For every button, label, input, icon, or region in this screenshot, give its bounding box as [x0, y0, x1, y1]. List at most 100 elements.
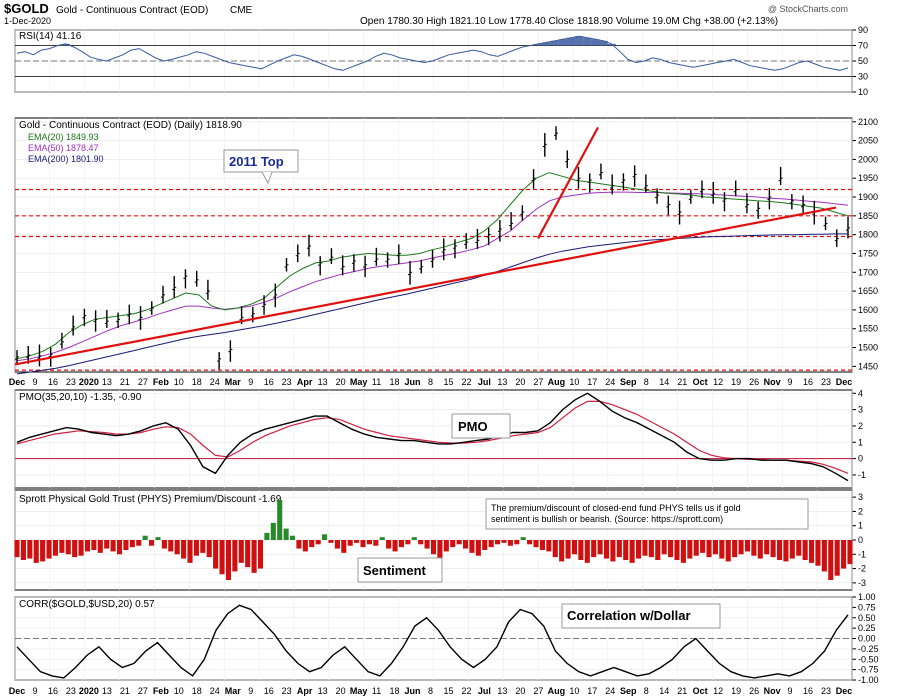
x-axis-label-bottom: 8 — [428, 686, 433, 696]
y-tick-label: 2 — [858, 421, 863, 431]
y-tick-label: -0.50 — [858, 654, 879, 664]
x-axis-label: Mar — [225, 377, 242, 387]
y-tick-label: -1 — [858, 470, 866, 480]
top-label-box — [223, 149, 299, 173]
x-axis-label: 23 — [821, 377, 831, 387]
sentiment-bar — [398, 540, 405, 548]
x-axis-label: 27 — [533, 377, 543, 387]
x-axis-label-bottom: 18 — [192, 686, 202, 696]
y-tick-label: 4 — [858, 388, 863, 398]
x-axis-label-bottom: 23 — [821, 686, 831, 696]
y-tick-label: -1 — [858, 549, 866, 559]
x-axis-label-bottom: 27 — [138, 686, 148, 696]
sentiment-bar — [238, 540, 244, 563]
x-axis-label-bottom: 13 — [497, 686, 507, 696]
x-axis-label: 16 — [264, 377, 274, 387]
x-axis-label: 20 — [336, 377, 346, 387]
sentiment-note-box — [485, 498, 809, 530]
x-axis-label-bottom: 9 — [248, 686, 253, 696]
sentiment-bar — [828, 540, 834, 580]
y-tick-label: 2 — [858, 506, 863, 516]
y-tick-label: 0.75 — [858, 602, 876, 612]
x-axis-label: 18 — [390, 377, 400, 387]
sentiment-bar — [501, 540, 507, 543]
sentiment-bar — [693, 540, 699, 556]
x-axis-label: 20 — [515, 377, 525, 387]
sentiment-bar — [533, 540, 539, 548]
sentiment-bar — [712, 540, 718, 555]
sentiment-bar — [700, 540, 706, 553]
x-axis-label-bottom: 22 — [461, 686, 471, 696]
sentiment-bar — [277, 500, 283, 540]
top-label-pointer — [261, 171, 273, 185]
x-axis-label-bottom: Dec — [836, 686, 853, 696]
sentiment-bar — [283, 528, 289, 540]
sentiment-bar — [116, 540, 123, 555]
y-tick-label: 0.25 — [858, 623, 876, 633]
sentiment-bar — [257, 540, 264, 569]
sentiment-bar — [78, 540, 84, 556]
sentiment-bar — [354, 540, 360, 543]
rsi-overbought-fill — [566, 37, 576, 46]
rsi-overbought-fill — [61, 43, 70, 46]
sentiment-bar — [623, 540, 629, 560]
sentiment-bar — [603, 540, 610, 559]
legend-ema20: EMA(20) 1849.93 — [28, 132, 99, 142]
sentiment-label: Sentiment — [363, 563, 427, 578]
price-title: Gold - Continuous Contract (EOD) (Daily)… — [19, 120, 242, 131]
sentiment-bar — [289, 535, 296, 540]
sentiment-bar — [52, 540, 59, 556]
sentiment-bar — [841, 540, 847, 569]
sentiment-bar — [610, 540, 616, 562]
y-tick-label: 2100 — [858, 117, 878, 127]
symbol-label: $GOLD — [4, 1, 49, 16]
sentiment-bar — [719, 540, 725, 559]
x-axis-label-bottom: May — [350, 686, 368, 696]
sentiment-bar — [462, 540, 469, 549]
x-axis-label: Jul — [478, 377, 491, 387]
sentiment-bar — [328, 540, 334, 543]
x-axis-label: 23 — [66, 377, 76, 387]
sentiment-bar — [411, 537, 417, 540]
y-tick-label: 70 — [858, 41, 868, 51]
sentiment-bar — [270, 522, 276, 540]
x-axis-label: 8 — [428, 377, 433, 387]
sentiment-bar — [302, 540, 308, 552]
sentiment-bar — [597, 540, 603, 555]
sentiment-bar — [764, 540, 770, 555]
y-tick-label: -1.00 — [858, 675, 879, 685]
corr-label: Correlation w/Dollar — [567, 608, 691, 623]
sentiment-bar — [213, 540, 219, 569]
pmo-signal-line — [16, 400, 849, 474]
rsi-overbought-fill — [599, 40, 608, 46]
rsi-overbought-fill — [575, 36, 584, 46]
sentiment-bar — [91, 540, 97, 550]
sentiment-bar — [366, 540, 372, 545]
x-axis-label-bottom: 24 — [210, 686, 220, 696]
sentiment-bar — [776, 540, 783, 560]
x-axis-label: 13 — [102, 377, 112, 387]
rsi-overbought-fill — [558, 39, 567, 46]
sentiment-bar — [552, 540, 558, 558]
sentiment-bar — [296, 540, 302, 549]
sentiment-bar — [155, 537, 161, 540]
sentiment-bar — [187, 540, 193, 563]
sentiment-bar — [123, 540, 129, 550]
x-axis-label: 22 — [461, 377, 471, 387]
sentiment-bar — [386, 540, 392, 549]
x-axis-label: Aug — [548, 377, 566, 387]
x-axis-label: May — [350, 377, 368, 387]
x-axis-label: 21 — [120, 377, 130, 387]
rsi-overbought-fill — [591, 39, 600, 46]
sentiment-bar — [495, 540, 501, 545]
sentiment-bar — [808, 540, 815, 563]
y-tick-label: 1600 — [858, 305, 878, 315]
x-axis-label: 9 — [248, 377, 253, 387]
sentiment-bar — [744, 540, 751, 552]
sentiment-title: Sprott Physical Gold Trust (PHYS) Premiu… — [19, 494, 282, 505]
sentiment-bar — [206, 540, 212, 558]
sentiment-bar — [430, 540, 437, 555]
sentiment-bar — [834, 540, 840, 576]
sentiment-bar — [815, 540, 821, 566]
x-axis-label: 13 — [318, 377, 328, 387]
